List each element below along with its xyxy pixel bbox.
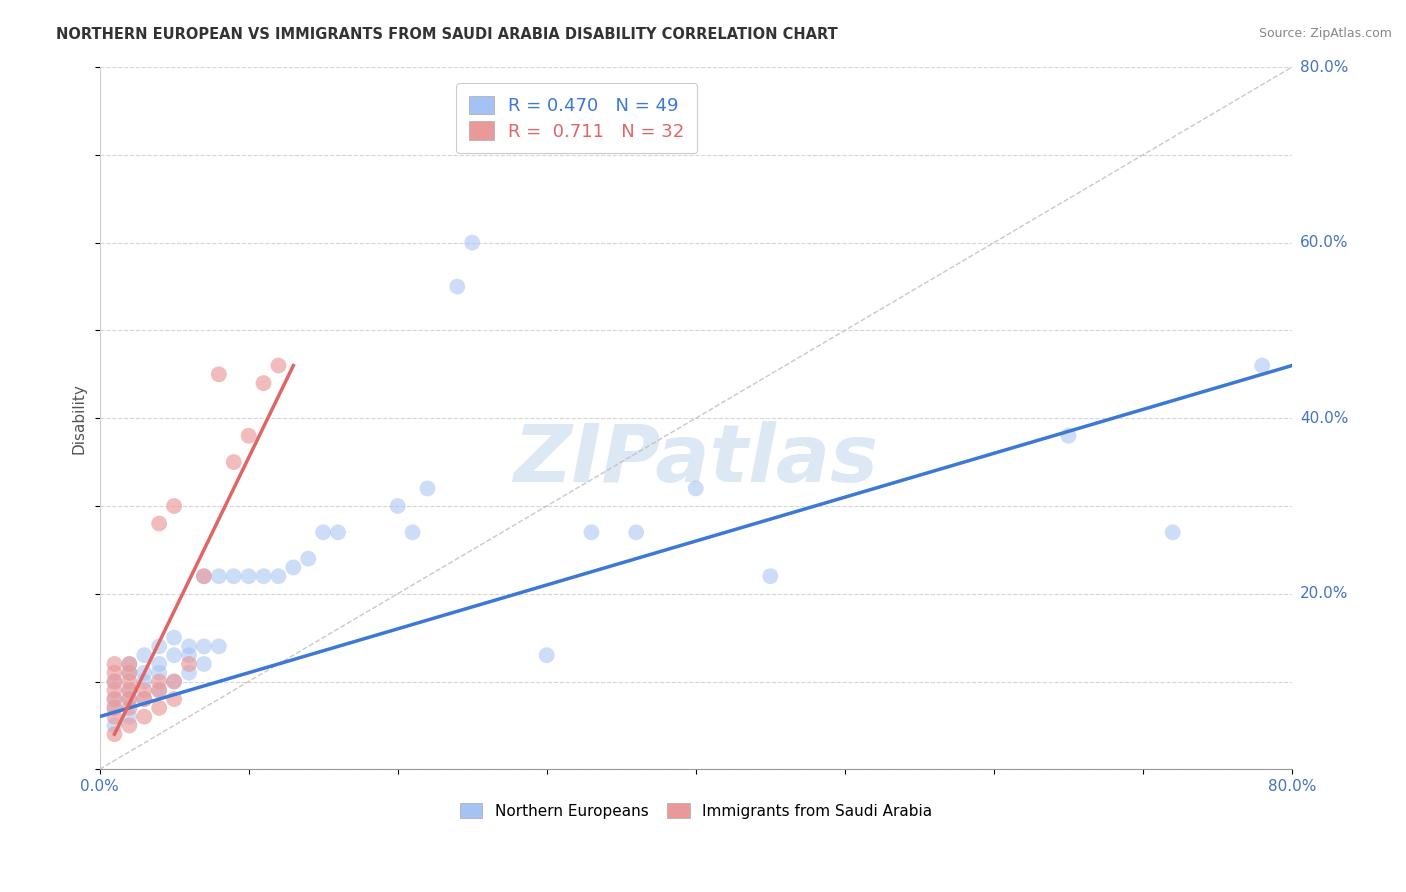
Point xyxy=(193,640,215,654)
Point xyxy=(401,525,423,540)
Point xyxy=(163,648,186,663)
Point xyxy=(1251,359,1274,373)
Point xyxy=(163,674,186,689)
Point xyxy=(238,569,260,583)
Point xyxy=(163,692,186,706)
Point xyxy=(222,455,245,469)
Point xyxy=(416,482,439,496)
Text: 80.0%: 80.0% xyxy=(1301,60,1348,75)
Point xyxy=(177,640,200,654)
Point xyxy=(118,674,141,689)
Point xyxy=(134,692,156,706)
Point xyxy=(446,279,468,293)
Point xyxy=(103,674,125,689)
Text: NORTHERN EUROPEAN VS IMMIGRANTS FROM SAUDI ARABIA DISABILITY CORRELATION CHART: NORTHERN EUROPEAN VS IMMIGRANTS FROM SAU… xyxy=(56,27,838,42)
Point xyxy=(163,499,186,513)
Point xyxy=(148,657,170,671)
Point xyxy=(103,657,125,671)
Point xyxy=(103,665,125,680)
Point xyxy=(118,692,141,706)
Point xyxy=(312,525,335,540)
Point xyxy=(118,683,141,698)
Point xyxy=(581,525,603,540)
Point xyxy=(238,429,260,443)
Point xyxy=(163,674,186,689)
Text: 60.0%: 60.0% xyxy=(1301,235,1348,250)
Point xyxy=(267,569,290,583)
Point xyxy=(326,525,349,540)
Point xyxy=(252,569,274,583)
Point xyxy=(208,640,231,654)
Point xyxy=(148,665,170,680)
Point xyxy=(685,482,707,496)
Point xyxy=(148,683,170,698)
Point xyxy=(134,674,156,689)
Point xyxy=(103,692,125,706)
Point xyxy=(118,709,141,723)
Point xyxy=(759,569,782,583)
Point xyxy=(103,701,125,715)
Point xyxy=(163,631,186,645)
Point xyxy=(118,692,141,706)
Point xyxy=(177,648,200,663)
Point xyxy=(118,657,141,671)
Point xyxy=(222,569,245,583)
Point xyxy=(1057,429,1080,443)
Point xyxy=(134,692,156,706)
Point xyxy=(536,648,558,663)
Point xyxy=(252,376,274,390)
Point xyxy=(118,701,141,715)
Legend: Northern Europeans, Immigrants from Saudi Arabia: Northern Europeans, Immigrants from Saud… xyxy=(453,797,938,825)
Point xyxy=(283,560,305,574)
Point xyxy=(118,718,141,732)
Point xyxy=(461,235,484,250)
Text: Source: ZipAtlas.com: Source: ZipAtlas.com xyxy=(1258,27,1392,40)
Point xyxy=(624,525,647,540)
Point xyxy=(134,683,156,698)
Point xyxy=(134,648,156,663)
Y-axis label: Disability: Disability xyxy=(72,383,86,454)
Point xyxy=(134,665,156,680)
Point xyxy=(134,709,156,723)
Point xyxy=(148,683,170,698)
Point xyxy=(208,368,231,382)
Text: 40.0%: 40.0% xyxy=(1301,410,1348,425)
Point xyxy=(267,359,290,373)
Point xyxy=(103,718,125,732)
Point xyxy=(103,692,125,706)
Point xyxy=(177,657,200,671)
Point xyxy=(193,569,215,583)
Point xyxy=(193,657,215,671)
Point xyxy=(193,569,215,583)
Point xyxy=(148,701,170,715)
Point xyxy=(103,727,125,741)
Point xyxy=(177,665,200,680)
Point xyxy=(103,674,125,689)
Point xyxy=(103,701,125,715)
Point xyxy=(118,665,141,680)
Point xyxy=(208,569,231,583)
Point xyxy=(103,683,125,698)
Text: 20.0%: 20.0% xyxy=(1301,586,1348,601)
Point xyxy=(118,683,141,698)
Point xyxy=(103,709,125,723)
Point xyxy=(148,640,170,654)
Point xyxy=(118,657,141,671)
Point xyxy=(118,665,141,680)
Point xyxy=(297,551,319,566)
Point xyxy=(387,499,409,513)
Point xyxy=(148,516,170,531)
Point xyxy=(1161,525,1184,540)
Text: ZIPatlas: ZIPatlas xyxy=(513,421,879,500)
Point xyxy=(148,674,170,689)
